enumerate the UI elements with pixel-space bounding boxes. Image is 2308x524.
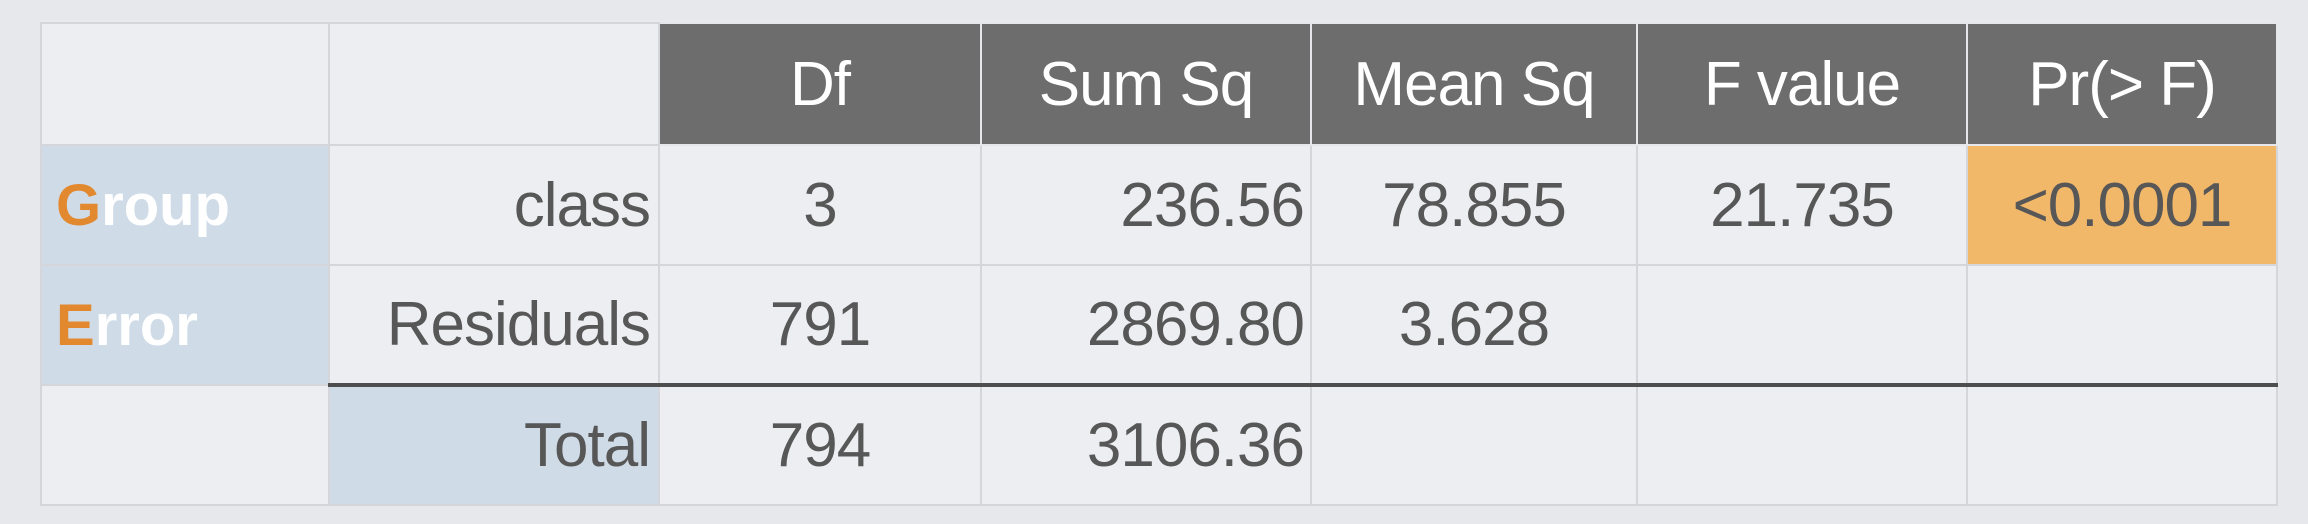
table-row-total: Total 794 3106.36 xyxy=(40,383,2278,506)
cell-mean-sq: 3.628 xyxy=(1310,264,1638,386)
cell-sum-sq: 236.56 xyxy=(980,144,1312,266)
group-rest: roup xyxy=(101,172,230,238)
group-label: Group xyxy=(40,144,330,266)
cell-f-value xyxy=(1636,264,1968,386)
cell-mean-sq: 78.855 xyxy=(1310,144,1638,266)
header-f-value: F value xyxy=(1636,22,1968,146)
group-initial: G xyxy=(56,172,102,238)
error-label: Error xyxy=(40,264,330,386)
cell-p-value xyxy=(1966,264,2278,386)
corner-cell xyxy=(40,22,330,146)
cell-f-value xyxy=(1636,383,1968,506)
row-label-total: Total xyxy=(328,383,660,506)
table-row-error: Error Residuals 791 2869.80 3.628 xyxy=(40,264,2278,386)
header-row: Df Sum Sq Mean Sq F value Pr(> F) xyxy=(40,22,2278,146)
cell-df: 791 xyxy=(658,264,982,386)
cell-df: 794 xyxy=(658,383,982,506)
row-label-class: class xyxy=(328,144,660,266)
error-rest: rror xyxy=(94,292,198,358)
header-mean-sq: Mean Sq xyxy=(1310,22,1638,146)
table-row-group: Group class 3 236.56 78.855 21.735 <0.00… xyxy=(40,144,2278,266)
cell-f-value: 21.735 xyxy=(1636,144,1968,266)
cell-p-value xyxy=(1966,383,2278,506)
anova-table: Df Sum Sq Mean Sq F value Pr(> F) Group … xyxy=(40,22,2278,506)
total-blank-cell xyxy=(40,384,330,506)
header-df: Df xyxy=(658,22,982,146)
error-initial: E xyxy=(56,292,95,358)
cell-p-value-highlight: <0.0001 xyxy=(1966,144,2278,266)
header-p-value: Pr(> F) xyxy=(1966,22,2278,146)
cell-sum-sq: 2869.80 xyxy=(980,264,1312,386)
cell-mean-sq xyxy=(1310,383,1638,506)
cell-df: 3 xyxy=(658,144,982,266)
cell-sum-sq: 3106.36 xyxy=(980,383,1312,506)
header-sum-sq: Sum Sq xyxy=(980,22,1312,146)
corner-cell-2 xyxy=(328,22,660,146)
row-label-residuals: Residuals xyxy=(328,264,660,386)
